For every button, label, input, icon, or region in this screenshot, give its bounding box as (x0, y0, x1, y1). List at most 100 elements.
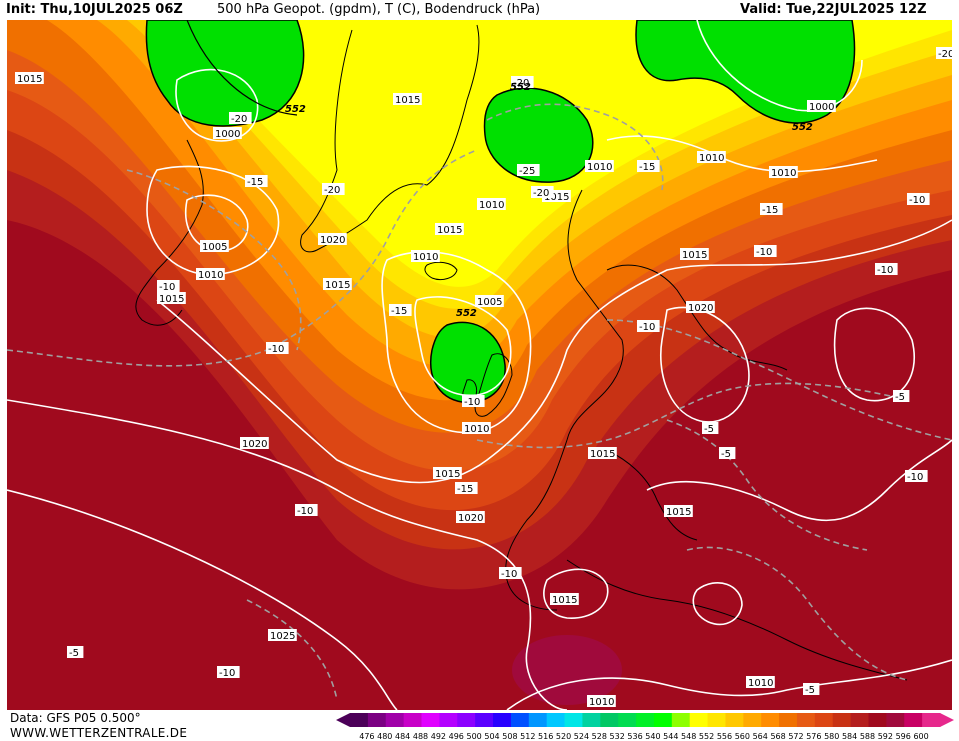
legend-tick-label: 544 (663, 732, 678, 741)
pressure-label-text: 1020 (320, 235, 345, 246)
pressure-label-text: 1015 (435, 469, 460, 480)
isobar-1010-south (506, 659, 952, 710)
temperature-label-text: -10 (159, 282, 175, 293)
legend-tick-label: 560 (735, 732, 750, 741)
pressure-label-text: 1015 (437, 225, 462, 236)
pressure-label: 1025 (268, 629, 297, 642)
legend-swatch (707, 713, 726, 727)
temperature-label-box (229, 112, 252, 124)
legend-tick-label: 496 (449, 732, 464, 741)
legend-tick-label: 592 (878, 732, 893, 741)
legend-swatch (582, 713, 601, 727)
isobar-1025 (7, 489, 398, 710)
temperature-label: -5 (702, 422, 719, 435)
legend-swatch (618, 713, 637, 727)
pressure-label-box (462, 422, 491, 434)
temperature-label: -10 (217, 666, 240, 679)
temperature-label: -20 (531, 186, 554, 199)
pressure-label: 1020 (318, 233, 347, 246)
temperature-label-text: -10 (219, 668, 235, 679)
temperature-labels: -20 -15 -20 -20 -25 -20 -15 -15 -10 -15 -10 -10 -20 -… (67, 47, 952, 696)
temperature-label: -10 (905, 470, 928, 483)
pressure-label: 1020 (686, 301, 715, 314)
pressure-label-box (318, 233, 347, 245)
temperature-label-text: -20 (231, 114, 247, 125)
weather-map: 1015 1000 1015 1005 1010 1015 1015 1020 1015 1010… (7, 20, 952, 710)
pressure-label-text: 1010 (479, 200, 504, 211)
legend-swatch (761, 713, 780, 727)
temperature-label: -20 (936, 47, 952, 60)
legend-tick-label: 540 (645, 732, 660, 741)
scandinavia-coast (606, 264, 788, 371)
isobar-1010-canada (146, 165, 280, 276)
pressure-label: 1000 (807, 100, 836, 113)
legend-swatch (439, 713, 458, 727)
legend-swatch (832, 713, 852, 727)
pressure-label-box (477, 198, 506, 210)
temperature-label-text: -20 (324, 185, 340, 196)
pressure-label-box (240, 437, 269, 449)
legend-tick-label: 500 (467, 732, 482, 741)
legend-swatch (886, 713, 905, 727)
legend-tick-label: 536 (627, 732, 642, 741)
legend-tick-label: 528 (592, 732, 607, 741)
legend-tick-label: 492 (431, 732, 446, 741)
temperature-label-text: -10 (464, 397, 480, 408)
pressure-label: 1020 (456, 511, 485, 524)
pressure-label-text: 1005 (477, 297, 502, 308)
temperature-label: -15 (637, 160, 660, 173)
legend-swatch (564, 713, 583, 727)
legend-tick-label: 548 (681, 732, 696, 741)
isotherm-minus5 (666, 419, 868, 551)
isotherm-minus15-west (126, 169, 302, 351)
geopotential-labels: 552 552 552 552 (285, 82, 813, 319)
isobar-1005-canada (185, 194, 249, 252)
pressure-label-text: 1020 (242, 439, 267, 450)
temperature-label: -10 (499, 567, 522, 580)
temperature-label-text: -10 (297, 506, 313, 517)
pressure-label-text: 1005 (202, 242, 227, 253)
pressure-label: 1010 (585, 160, 614, 173)
geopotential-label: 552 (510, 82, 531, 93)
temperature-label-box (266, 342, 289, 354)
pressure-label-box (200, 240, 229, 252)
geopotential-label: 552 (792, 122, 813, 133)
pressure-label: 1015 (664, 505, 693, 518)
legend-tick-label: 600 (913, 732, 928, 741)
temperature-label: -20 (322, 183, 345, 196)
temperature-label: -15 (389, 304, 412, 317)
temperature-label-text: -5 (805, 685, 815, 696)
pressure-label-text: 1010 (748, 678, 773, 689)
legend-swatch (671, 713, 691, 727)
temperature-label-box (67, 646, 84, 658)
temperature-label-box (637, 320, 660, 332)
pressure-label-text: 1020 (688, 303, 713, 314)
legend-swatch (904, 713, 923, 727)
legend-swatch (796, 713, 816, 727)
isobar-1000-canada (175, 68, 259, 142)
italy-coast (606, 449, 698, 541)
legend-tick-label: 564 (753, 732, 768, 741)
temperature-label-box (217, 666, 240, 678)
pressure-label: 1010 (477, 198, 506, 211)
low-canada (145, 20, 305, 127)
temperature-label-text: -5 (704, 424, 714, 435)
pressure-label-box (680, 248, 709, 260)
pressure-label: 1015 (157, 292, 186, 305)
legend-swatch (385, 713, 405, 727)
pressure-label-box (268, 629, 297, 641)
temperature-label-box (455, 482, 478, 494)
legend-swatch (457, 713, 476, 727)
pressure-label-box (213, 127, 242, 139)
north-america-coast (135, 139, 204, 326)
temperature-label-text: -25 (519, 166, 535, 177)
legend-tick-label: 488 (413, 732, 428, 741)
temperature-label: -20 (229, 112, 252, 125)
temperature-label-box (754, 245, 777, 257)
temperature-label-text: -15 (762, 205, 778, 216)
temperature-label: -10 (157, 280, 180, 293)
contour-552-a (186, 20, 298, 116)
legend-swatch (868, 713, 887, 727)
temperature-label: -5 (893, 390, 910, 403)
temperature-label-box (936, 47, 952, 59)
